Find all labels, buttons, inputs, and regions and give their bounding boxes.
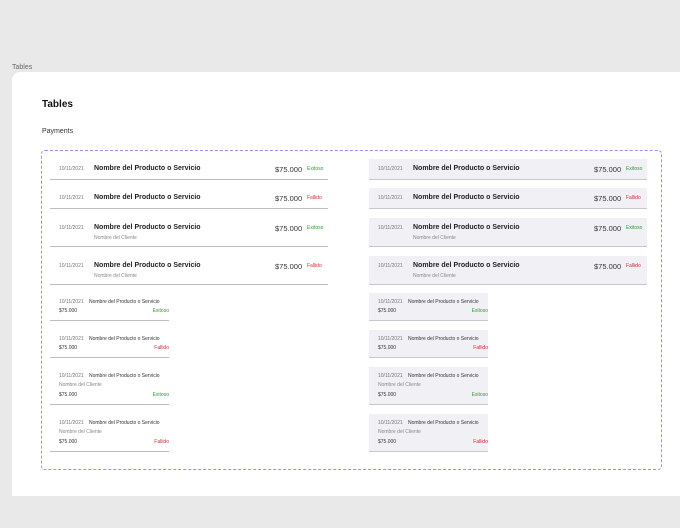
card-status-badge: Fallido xyxy=(154,345,169,351)
card-product: Nombre del Producto o Servicio xyxy=(408,336,479,342)
card-price: $75.000 xyxy=(59,345,78,351)
row-product: Nombre del Producto o Servicio xyxy=(94,262,201,269)
card-client: Nombre del Cliente xyxy=(59,429,102,435)
card-price: $75.000 xyxy=(378,308,397,314)
payment-row[interactable]: 10/11/2021 Nombre del Producto o Servici… xyxy=(50,218,328,247)
card-product: Nombre del Producto o Servicio xyxy=(89,336,160,342)
row-price: $75.000 xyxy=(594,262,622,271)
row-date: 10/11/2021 xyxy=(59,166,84,172)
card-date: 10/11/2021 xyxy=(59,373,84,379)
section-title: Payments xyxy=(42,128,74,135)
payment-row-hover[interactable]: 10/11/2021 Nombre del Producto o Servici… xyxy=(369,256,647,285)
card-product: Nombre del Producto o Servicio xyxy=(89,420,160,426)
card-price: $75.000 xyxy=(378,345,397,351)
payment-card-compact-hover[interactable]: 10/11/2021 Nombre del Producto o Servici… xyxy=(369,330,488,358)
page-title: Tables xyxy=(42,99,73,110)
row-price: $75.000 xyxy=(594,165,622,174)
payment-card-compact[interactable]: 10/11/2021 Nombre del Producto o Servici… xyxy=(50,330,169,358)
card-status-badge: Fallido xyxy=(154,439,169,445)
row-product: Nombre del Producto o Servicio xyxy=(94,224,201,231)
payment-card-compact-hover[interactable]: 10/11/2021 Nombre del Producto o Servici… xyxy=(369,367,488,405)
card-date: 10/11/2021 xyxy=(59,299,84,305)
card-price: $75.000 xyxy=(378,439,397,445)
card-date: 10/11/2021 xyxy=(378,336,403,342)
row-client: Nombre del Cliente xyxy=(94,273,137,279)
row-product: Nombre del Producto o Servicio xyxy=(413,165,520,172)
card-date: 10/11/2021 xyxy=(59,420,84,426)
row-price: $75.000 xyxy=(275,224,303,233)
card-product: Nombre del Producto o Servicio xyxy=(408,373,479,379)
card-product: Nombre del Producto o Servicio xyxy=(408,420,479,426)
row-price: $75.000 xyxy=(594,194,622,203)
card-product: Nombre del Producto o Servicio xyxy=(89,373,160,379)
row-date: 10/11/2021 xyxy=(378,166,403,172)
payment-card-compact[interactable]: 10/11/2021 Nombre del Producto o Servici… xyxy=(50,293,169,321)
row-status-badge: Exitoso xyxy=(307,166,324,172)
payment-card-compact[interactable]: 10/11/2021 Nombre del Producto o Servici… xyxy=(50,414,169,452)
card-status-badge: Fallido xyxy=(473,439,488,445)
row-date: 10/11/2021 xyxy=(59,195,84,201)
payment-row[interactable]: 10/11/2021 Nombre del Producto o Servici… xyxy=(50,159,328,180)
row-product: Nombre del Producto o Servicio xyxy=(94,194,201,201)
payment-card-compact[interactable]: 10/11/2021 Nombre del Producto o Servici… xyxy=(50,367,169,405)
card-date: 10/11/2021 xyxy=(378,373,403,379)
card-date: 10/11/2021 xyxy=(378,420,403,426)
row-product: Nombre del Producto o Servicio xyxy=(94,165,201,172)
row-status-badge: Fallido xyxy=(307,263,322,269)
payment-row[interactable]: 10/11/2021 Nombre del Producto o Servici… xyxy=(50,256,328,285)
row-date: 10/11/2021 xyxy=(59,225,84,231)
row-price: $75.000 xyxy=(275,165,303,174)
frame-label: Tables xyxy=(12,64,33,71)
row-status-badge: Exitoso xyxy=(626,166,643,172)
row-date: 10/11/2021 xyxy=(378,263,403,269)
row-price: $75.000 xyxy=(275,194,303,203)
payment-row-hover[interactable]: 10/11/2021 Nombre del Producto o Servici… xyxy=(369,218,647,247)
row-client: Nombre del Cliente xyxy=(413,235,456,241)
payment-card-compact-hover[interactable]: 10/11/2021 Nombre del Producto o Servici… xyxy=(369,414,488,452)
row-price: $75.000 xyxy=(275,262,303,271)
card-status-badge: Exitoso xyxy=(471,392,488,398)
card-status-badge: Exitoso xyxy=(471,308,488,314)
row-price: $75.000 xyxy=(594,224,622,233)
card-date: 10/11/2021 xyxy=(59,336,84,342)
card-status-badge: Fallido xyxy=(473,345,488,351)
component-variants-frame xyxy=(41,150,662,470)
row-status-badge: Exitoso xyxy=(626,225,643,231)
row-status-badge: Fallido xyxy=(307,195,322,201)
card-client: Nombre del Cliente xyxy=(59,382,102,388)
row-product: Nombre del Producto o Servicio xyxy=(413,194,520,201)
card-product: Nombre del Producto o Servicio xyxy=(89,299,160,305)
payment-row-hover[interactable]: 10/11/2021 Nombre del Producto o Servici… xyxy=(369,188,647,209)
card-client: Nombre del Cliente xyxy=(378,429,421,435)
row-status-badge: Fallido xyxy=(626,263,641,269)
card-price: $75.000 xyxy=(59,392,78,398)
card-status-badge: Exitoso xyxy=(152,392,169,398)
row-client: Nombre del Cliente xyxy=(413,273,456,279)
payment-row-hover[interactable]: 10/11/2021 Nombre del Producto o Servici… xyxy=(369,159,647,180)
row-product: Nombre del Producto o Servicio xyxy=(413,262,520,269)
row-status-badge: Exitoso xyxy=(307,225,324,231)
payment-card-compact-hover[interactable]: 10/11/2021 Nombre del Producto o Servici… xyxy=(369,293,488,321)
card-product: Nombre del Producto o Servicio xyxy=(408,299,479,305)
row-date: 10/11/2021 xyxy=(378,225,403,231)
card-price: $75.000 xyxy=(378,392,397,398)
row-client: Nombre del Cliente xyxy=(94,235,137,241)
card-client: Nombre del Cliente xyxy=(378,382,421,388)
card-status-badge: Exitoso xyxy=(152,308,169,314)
row-product: Nombre del Producto o Servicio xyxy=(413,224,520,231)
card-price: $75.000 xyxy=(59,439,78,445)
row-date: 10/11/2021 xyxy=(59,263,84,269)
card-date: 10/11/2021 xyxy=(378,299,403,305)
row-date: 10/11/2021 xyxy=(378,195,403,201)
row-status-badge: Fallido xyxy=(626,195,641,201)
card-price: $75.000 xyxy=(59,308,78,314)
payment-row[interactable]: 10/11/2021 Nombre del Producto o Servici… xyxy=(50,188,328,209)
